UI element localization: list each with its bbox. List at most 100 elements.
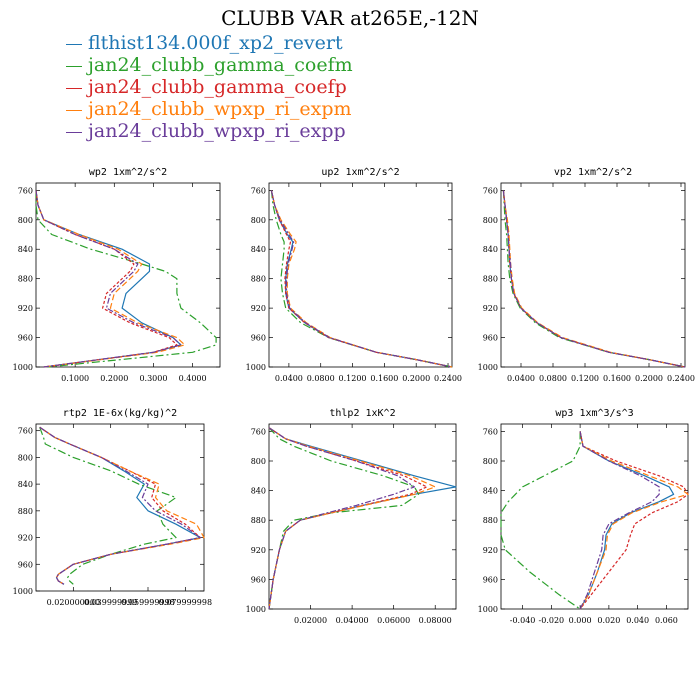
y-tick-label: 1000 xyxy=(13,363,33,372)
y-tick-label: 960 xyxy=(251,575,266,584)
panel-title: thlp2 1xK^2 xyxy=(329,408,395,419)
legend-label: jan24_clubb_wpxp_ri_expp xyxy=(88,120,346,142)
x-tick-label: 0.0800 xyxy=(307,374,335,383)
x-tick-label: 0.0800 xyxy=(539,374,567,383)
y-tick-label: 960 xyxy=(483,575,498,584)
x-tick-label: 0.2000 xyxy=(100,374,128,383)
chart-panel: wp3 1xm^3/s^3 760 800 840 880 920 960 1000 -0.04… xyxy=(478,408,689,625)
legend-label: jan24_clubb_wpxp_ri_expm xyxy=(88,98,352,120)
legend-item: jan24_clubb_gamma_coefm xyxy=(66,54,353,76)
y-tick-label: 1000 xyxy=(478,363,498,372)
series-line xyxy=(39,426,201,585)
y-tick-label: 1000 xyxy=(246,605,266,614)
y-tick-label: 960 xyxy=(18,334,33,343)
x-tick-label: 0.3000 xyxy=(139,374,167,383)
y-tick-label: 920 xyxy=(483,546,498,555)
x-tick-label: 0.020000000 xyxy=(47,598,100,607)
x-tick-label: 0.059999998 xyxy=(121,598,174,607)
x-tick-label: 0.02000 xyxy=(294,616,327,625)
legend-line-icon xyxy=(66,109,82,111)
series-line xyxy=(35,190,182,368)
plot-frame xyxy=(500,182,686,368)
series-line xyxy=(502,190,686,368)
plot-frame xyxy=(268,182,453,368)
x-tick-label: 0.0400 xyxy=(275,374,303,383)
y-tick-label: 760 xyxy=(251,186,266,195)
y-tick-label: 800 xyxy=(251,216,266,225)
x-tick-label: 0.2400 xyxy=(667,374,695,383)
series-line xyxy=(39,426,201,585)
chart-panel: wp2 1xm^2/s^2 760 800 840 880 920 960 1000 0.100… xyxy=(13,167,221,383)
y-tick-label: 800 xyxy=(251,457,266,466)
series-line xyxy=(502,190,686,368)
y-tick-label: 800 xyxy=(18,216,33,225)
x-tick-label: 0.040 xyxy=(626,616,649,625)
series-line xyxy=(270,190,453,368)
y-tick-label: 840 xyxy=(18,245,33,254)
y-tick-label: 760 xyxy=(18,427,33,436)
y-tick-label: 840 xyxy=(483,487,498,496)
legend-line-icon xyxy=(66,87,82,89)
y-tick-label: 840 xyxy=(483,245,498,254)
series-line xyxy=(39,427,177,585)
series-line xyxy=(579,431,689,610)
x-tick-label: 0.1000 xyxy=(61,374,89,383)
chart-panel: up2 1xm^2/s^2 760 800 840 880 920 960 1000 0.040… xyxy=(246,167,462,383)
y-tick-label: 840 xyxy=(18,480,33,489)
series-line xyxy=(268,427,415,610)
series-line xyxy=(579,431,689,610)
y-tick-label: 960 xyxy=(18,560,33,569)
x-tick-label: 0.08000 xyxy=(419,616,452,625)
y-tick-label: 920 xyxy=(18,304,33,313)
y-tick-label: 920 xyxy=(251,546,266,555)
y-tick-label: 960 xyxy=(483,334,498,343)
x-tick-label: 0.2000 xyxy=(402,374,430,383)
series-line xyxy=(270,190,453,368)
y-tick-label: 1000 xyxy=(478,605,498,614)
series-line xyxy=(500,431,581,610)
x-tick-label: 0.2400 xyxy=(434,374,462,383)
legend-item: flthist134.000f_xp2_revert xyxy=(66,32,353,54)
x-tick-label: 0.020 xyxy=(597,616,620,625)
x-tick-label: 0.1200 xyxy=(571,374,599,383)
legend-label: flthist134.000f_xp2_revert xyxy=(88,32,343,54)
panel-title: up2 1xm^2/s^2 xyxy=(321,167,399,178)
y-tick-label: 800 xyxy=(483,216,498,225)
series-line xyxy=(502,190,686,368)
y-tick-label: 1000 xyxy=(246,363,266,372)
x-tick-label: 0.06000 xyxy=(377,616,410,625)
x-tick-label: 0.04000 xyxy=(336,616,369,625)
y-tick-label: 880 xyxy=(483,275,498,284)
legend-line-icon xyxy=(66,43,82,45)
y-tick-label: 920 xyxy=(18,534,33,543)
x-tick-label: 0.1600 xyxy=(370,374,398,383)
y-tick-label: 1000 xyxy=(13,587,33,596)
panel-title: rtp2 1E-6x(kg/kg)^2 xyxy=(63,408,177,419)
series-line xyxy=(35,190,182,368)
y-tick-label: 760 xyxy=(251,427,266,436)
series-line xyxy=(268,427,420,610)
chart-panel: rtp2 1E-6x(kg/kg)^2 760 800 840 880 920 960 100… xyxy=(13,408,212,607)
y-tick-label: 880 xyxy=(18,507,33,516)
y-tick-label: 760 xyxy=(483,186,498,195)
legend-label: jan24_clubb_gamma_coefm xyxy=(88,54,353,76)
legend-item: jan24_clubb_wpxp_ri_expp xyxy=(66,120,353,142)
series-line xyxy=(270,190,453,368)
y-tick-label: 920 xyxy=(483,304,498,313)
series-line xyxy=(268,427,428,610)
series-line xyxy=(268,427,436,610)
chart-panel: thlp2 1xK^2 760 800 840 880 920 960 1000 0.02000… xyxy=(246,408,457,625)
panel-title: wp3 1xm^3/s^3 xyxy=(555,408,633,419)
legend: flthist134.000f_xp2_revert jan24_clubb_g… xyxy=(66,32,353,142)
panel-title: vp2 1xm^2/s^2 xyxy=(554,167,632,178)
y-tick-label: 880 xyxy=(18,275,33,284)
legend-label: jan24_clubb_gamma_coefp xyxy=(88,76,347,98)
y-tick-label: 800 xyxy=(483,457,498,466)
legend-line-icon xyxy=(66,131,82,133)
page-title: CLUBB VAR at265E,-12N xyxy=(221,6,479,30)
series-line xyxy=(270,190,453,368)
series-line xyxy=(35,190,217,368)
x-tick-label: 0.1600 xyxy=(603,374,631,383)
y-tick-label: 840 xyxy=(251,245,266,254)
